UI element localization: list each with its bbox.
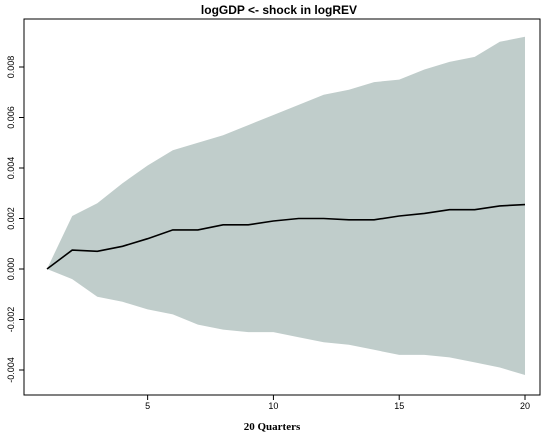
chart-title: logGDP <- shock in logREV [201,3,357,17]
y-tick-label: 0.004 [6,157,16,180]
y-tick-label: -0.004 [6,357,16,383]
x-tick-label: 15 [394,401,404,411]
plot-area: 5 10 15 20 -0.004 -0.002 0.000 0.002 0.004 0.006 0… [6,18,541,411]
confidence-band [47,36,525,375]
y-tick-label: 0.000 [6,258,16,281]
x-axis-label: 20 Quarters [244,421,301,433]
x-tick-label: 10 [268,401,278,411]
response-line [46,203,526,270]
y-tick-label: 0.006 [6,106,16,129]
y-tick-label: 0.002 [6,207,16,230]
plot-frame [23,18,541,396]
x-tick-label: 20 [520,401,530,411]
x-tick-label: 5 [145,401,150,411]
y-tick-label: -0.002 [6,307,16,333]
y-tick-label: 0.008 [6,56,16,79]
